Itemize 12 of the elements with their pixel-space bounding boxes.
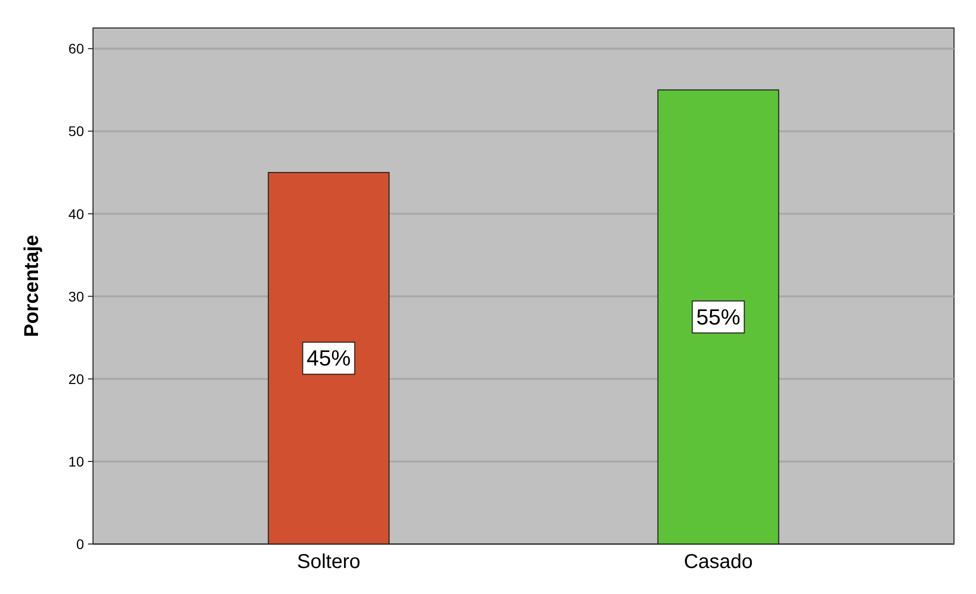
y-tick-label: 0 (76, 536, 84, 552)
data-label: 55% (696, 304, 740, 330)
y-tick-label: 40 (68, 206, 84, 222)
y-tick-label: 20 (68, 370, 84, 387)
y-axis-title: Porcentaje (21, 234, 43, 338)
x-tick-label: Soltero (297, 551, 360, 573)
y-tick-label: 50 (68, 123, 84, 140)
y-tick-label: 30 (68, 288, 84, 304)
x-tick-label: Casado (684, 551, 753, 573)
y-tick-label: 10 (68, 453, 84, 470)
y-tick-label: 60 (68, 40, 84, 57)
data-label: 45% (306, 346, 351, 371)
